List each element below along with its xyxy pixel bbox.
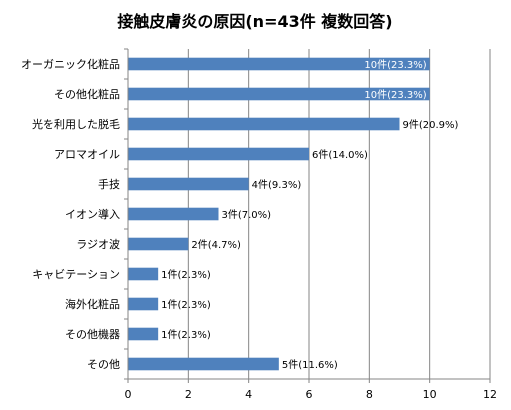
category-label: 光を利用した脱毛 <box>32 117 120 131</box>
data-label: 10件(23.3%) <box>364 59 426 71</box>
bar <box>128 117 400 131</box>
category-label: ラジオ波 <box>76 238 120 251</box>
x-tick-label: 10 <box>423 388 437 401</box>
bars <box>128 57 430 371</box>
data-label: 9件(20.9%) <box>403 119 459 131</box>
category-label: その他機器 <box>65 327 120 341</box>
data-labels: 10件(23.3%) 10件(23.3%) 9件(20.9%) 6件(14.0%) 4件… <box>161 59 458 371</box>
bar <box>128 147 309 161</box>
x-tick-label: 6 <box>306 388 313 401</box>
bar <box>128 207 219 221</box>
bar <box>128 327 159 341</box>
x-tick-labels: 0 2 4 6 8 10 12 <box>125 388 498 401</box>
bar <box>128 177 249 191</box>
x-tick-label: 4 <box>245 388 252 401</box>
data-label: 2件(4.7%) <box>191 239 241 251</box>
category-label: その他 <box>87 358 120 371</box>
bar <box>128 57 430 71</box>
data-label: 10件(23.3%) <box>364 89 426 101</box>
bar <box>128 297 159 311</box>
bar <box>128 87 430 101</box>
category-label: イオン導入 <box>65 207 120 221</box>
category-labels: オーガニック化粧品その他化粧品光を利用した脱毛アロマオイル手技イオン導入ラジオ波… <box>21 57 120 371</box>
data-label: 1件(2.3%) <box>161 269 211 281</box>
category-label: キャビテーション <box>32 268 120 281</box>
data-label: 6件(14.0%) <box>312 149 368 161</box>
bar <box>128 237 189 251</box>
bar <box>128 267 159 281</box>
category-label: 手技 <box>98 177 120 191</box>
category-label: アロマオイル <box>54 148 120 161</box>
x-tick-label: 8 <box>366 388 373 401</box>
data-label: 4件(9.3%) <box>252 179 302 191</box>
x-tick-label: 2 <box>185 388 192 401</box>
x-tick-label: 12 <box>483 388 497 401</box>
data-label: 1件(2.3%) <box>161 329 211 341</box>
data-label: 1件(2.3%) <box>161 299 211 311</box>
bar <box>128 357 279 371</box>
x-tick-label: 0 <box>125 388 132 401</box>
data-label: 3件(7.0%) <box>222 209 272 221</box>
category-label: 海外化粧品 <box>65 297 120 311</box>
gridlines <box>124 48 491 383</box>
category-label: その他化粧品 <box>54 87 120 101</box>
chart-title: 接触皮膚炎の原因(n=43件 複数回答) <box>117 12 392 31</box>
data-label: 5件(11.6%) <box>282 359 338 371</box>
category-label: オーガニック化粧品 <box>21 57 120 71</box>
